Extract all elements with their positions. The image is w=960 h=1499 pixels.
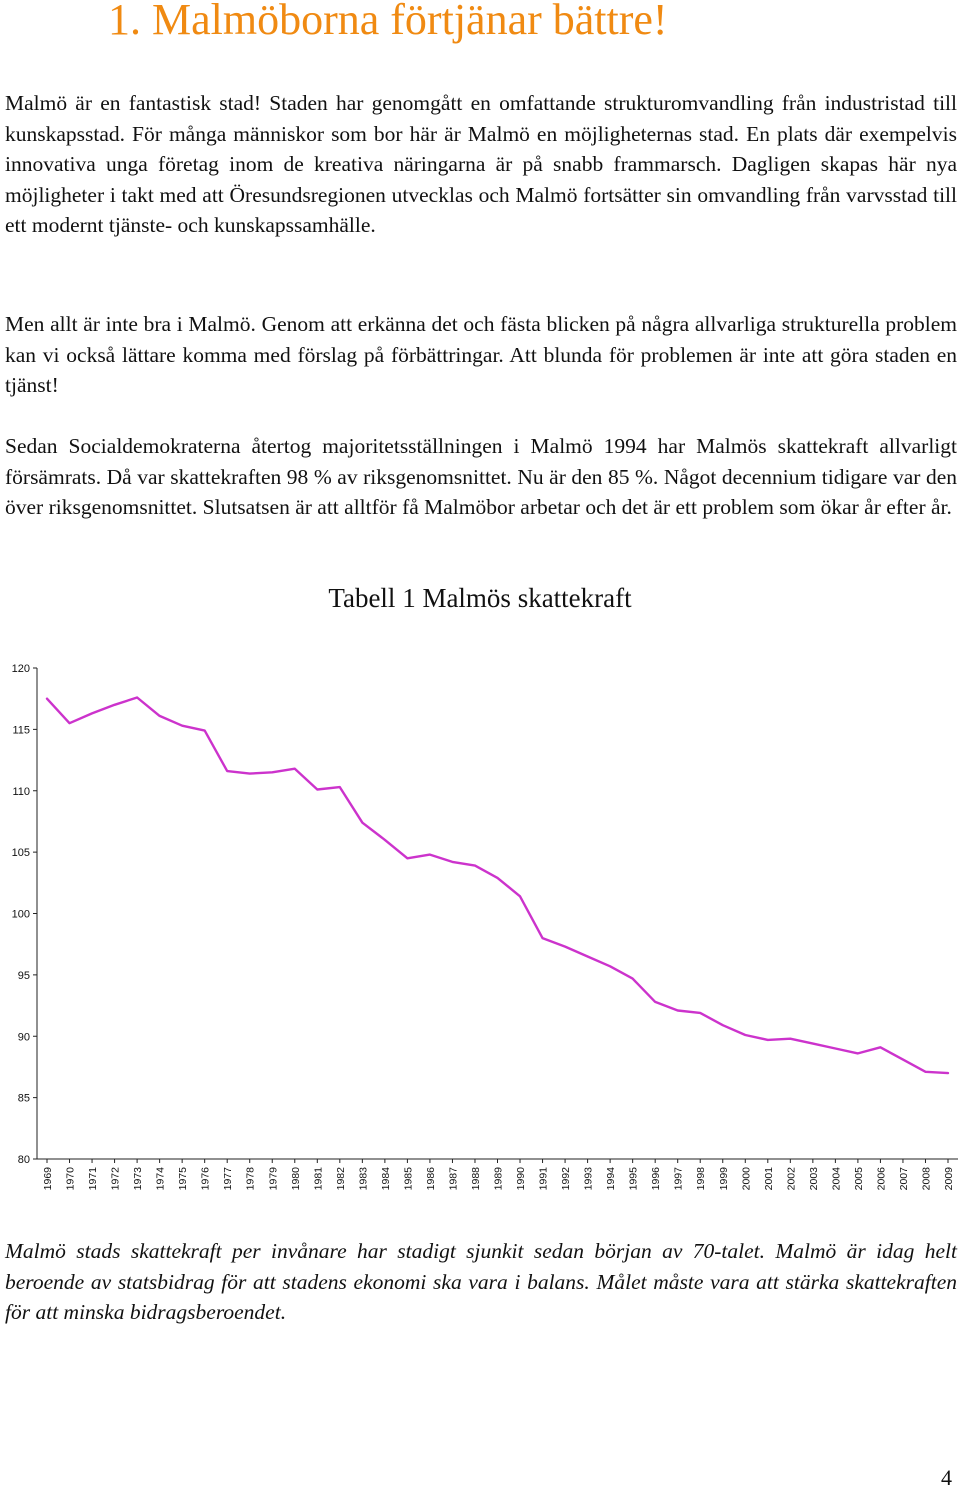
- x-tick-label: 2008: [920, 1167, 932, 1191]
- x-tick-label: 1977: [222, 1167, 234, 1191]
- x-tick-label: 2007: [898, 1167, 910, 1191]
- x-tick-label: 1973: [132, 1167, 144, 1191]
- x-tick-label: 1992: [560, 1167, 572, 1191]
- table-title: Tabell 1 Malmös skattekraft: [328, 583, 632, 613]
- y-tick-label: 105: [12, 847, 30, 859]
- x-tick-label: 1981: [312, 1167, 324, 1191]
- x-tick-label: 1970: [65, 1167, 77, 1191]
- x-tick-label: 1999: [718, 1167, 730, 1191]
- x-tick-label: 1989: [493, 1167, 505, 1191]
- chart-caption: Malmö stads skattekraft per invånare har…: [5, 1239, 957, 1324]
- x-tick-label: 2009: [943, 1167, 955, 1191]
- x-tick-label: 1979: [267, 1167, 279, 1191]
- paragraph-problems: Men allt är inte bra i Malmö. Genom att …: [5, 312, 957, 397]
- section-heading: 1. Malmöborna förtjänar bättre!: [108, 0, 668, 44]
- x-tick-label: 1996: [650, 1167, 662, 1191]
- y-tick-label: 90: [18, 1031, 30, 1043]
- x-tick-label: 1990: [515, 1167, 527, 1191]
- series-line: [45, 696, 950, 1075]
- x-tick-label: 1974: [155, 1167, 167, 1191]
- y-tick-label: 100: [12, 909, 30, 921]
- x-tick-label: 1995: [628, 1167, 640, 1191]
- x-tick-label: 1985: [402, 1167, 414, 1191]
- x-tick-label: 1984: [380, 1167, 392, 1191]
- x-tick-label: 1991: [538, 1167, 550, 1191]
- y-tick-label: 80: [18, 1154, 30, 1166]
- x-tick-label: 1988: [470, 1167, 482, 1191]
- x-tick-label: 2002: [785, 1167, 797, 1191]
- x-tick-label: 2000: [740, 1167, 752, 1191]
- page-number: 4: [941, 1465, 952, 1490]
- x-tick-label: 1980: [290, 1167, 302, 1191]
- y-tick-label: 110: [12, 786, 30, 798]
- x-tick-label: 1976: [200, 1167, 212, 1191]
- tax-capacity-line-chart: 80 85 90 95 100 105 110 115 120 1969 1970 1971 1972 1…: [12, 663, 958, 1191]
- x-tick-label: 1994: [605, 1167, 617, 1191]
- y-tick-label: 95: [18, 970, 30, 982]
- paragraph-tax-capacity: Sedan Socialdemokraterna återtog majorit…: [5, 434, 957, 519]
- x-tick-label: 1982: [335, 1167, 347, 1191]
- x-tick-label: 1987: [447, 1167, 459, 1191]
- x-tick-label: 2001: [763, 1167, 775, 1191]
- x-tick-label: 1983: [357, 1167, 369, 1191]
- x-tick-label: 2003: [808, 1167, 820, 1191]
- x-tick-label: 2006: [875, 1167, 887, 1191]
- x-tick-label: 1993: [583, 1167, 595, 1191]
- x-tick-label: 1978: [245, 1167, 257, 1191]
- x-tick-label: 1972: [110, 1167, 122, 1191]
- x-tick-label: 1986: [425, 1167, 437, 1191]
- y-tick-label: 120: [12, 663, 30, 675]
- y-tick-label: 115: [12, 724, 30, 736]
- x-tick-label: 2005: [853, 1167, 865, 1191]
- y-tick-label: 85: [18, 1093, 30, 1105]
- x-tick-label: 1997: [673, 1167, 685, 1191]
- x-tick-label: 2004: [830, 1167, 842, 1191]
- paragraph-intro: Malmö är en fantastisk stad! Staden har …: [5, 91, 957, 237]
- x-tick-label: 1969: [42, 1167, 54, 1191]
- x-tick-label: 1998: [695, 1167, 707, 1191]
- x-tick-label: 1971: [87, 1167, 99, 1191]
- x-tick-label: 1975: [177, 1167, 189, 1191]
